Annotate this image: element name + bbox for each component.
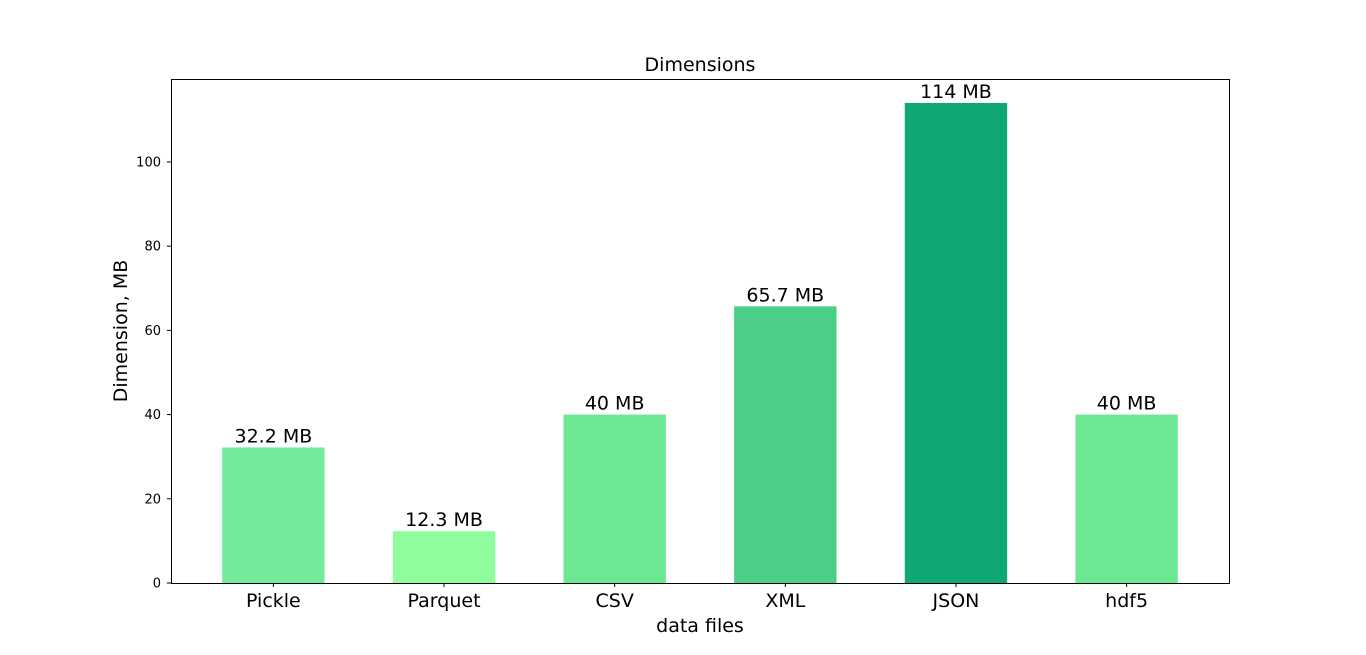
bar-value-label: 32.2 MB bbox=[234, 425, 312, 447]
x-tick-label: Pickle bbox=[246, 590, 301, 612]
y-tick-label: 80 bbox=[144, 240, 161, 255]
bar-pickle bbox=[222, 447, 325, 583]
bar-parquet bbox=[392, 531, 496, 583]
x-axis-title: data files bbox=[656, 615, 744, 637]
y-tick-label: 60 bbox=[144, 324, 161, 339]
x-axis: Pickle Parquet CSV XML JSON hdf5 bbox=[246, 583, 1148, 612]
x-tick-label: XML bbox=[765, 590, 805, 612]
bar-json bbox=[904, 103, 1008, 583]
x-tick-label: hdf5 bbox=[1105, 590, 1148, 612]
bar-hdf5 bbox=[1075, 414, 1178, 583]
y-tick-label: 0 bbox=[153, 577, 161, 592]
plot-frame bbox=[171, 79, 1230, 584]
x-tick-label: CSV bbox=[596, 590, 634, 612]
chart-title: Dimensions bbox=[645, 54, 756, 76]
bar-value-label: 65.7 MB bbox=[746, 284, 824, 306]
bar-value-label: 114 MB bbox=[920, 81, 992, 103]
bar-csv bbox=[563, 414, 666, 583]
x-tick-label: JSON bbox=[932, 590, 980, 612]
y-axis-title: Dimension, MB bbox=[110, 260, 132, 403]
bars-group bbox=[222, 103, 1178, 583]
y-tick-label: 40 bbox=[144, 408, 161, 423]
bar-labels-group: 32.2 MB 12.3 MB 40 MB 65.7 MB 114 MB 40 MB bbox=[234, 81, 1156, 531]
y-tick-label: 20 bbox=[144, 492, 161, 507]
y-axis: 0 20 40 60 80 100 bbox=[136, 155, 171, 592]
x-tick-label: Parquet bbox=[408, 590, 481, 612]
bar-value-label: 40 MB bbox=[1097, 393, 1157, 415]
bar-value-label: 40 MB bbox=[585, 393, 645, 415]
bar-xml bbox=[734, 306, 837, 583]
bar-value-label: 12.3 MB bbox=[405, 509, 483, 531]
y-tick-label: 100 bbox=[136, 155, 161, 170]
